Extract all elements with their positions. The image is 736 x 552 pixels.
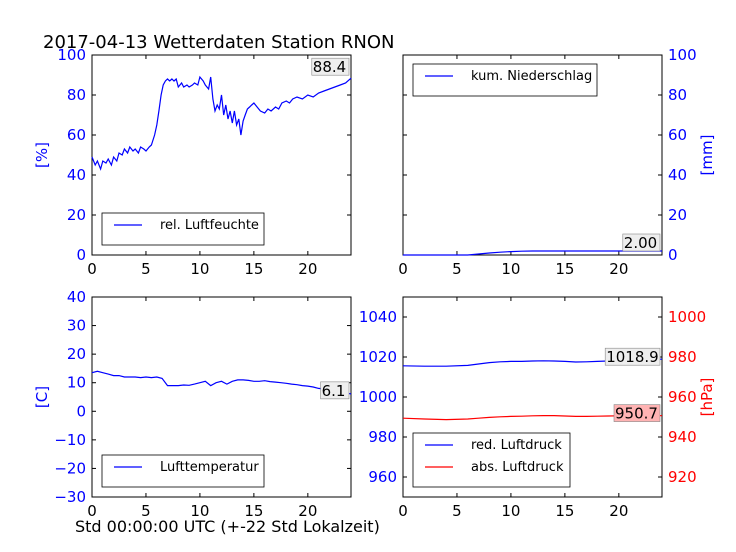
- y-tick-label: 60: [67, 126, 86, 144]
- x-tick-label: 0: [87, 502, 97, 520]
- y-tick-label: 1040: [359, 308, 397, 326]
- figure-title: 2017-04-13 Wetterdaten Station RNON: [43, 32, 394, 53]
- x-tick-label: 20: [609, 502, 628, 520]
- series-line-rel-luftfeuchte: [91, 75, 352, 171]
- y-axis-label: [C]: [33, 386, 51, 408]
- y-tick-label: 20: [668, 206, 687, 224]
- last-value-box: [311, 57, 350, 76]
- legend-entry: abs. Luftdruck: [471, 460, 564, 475]
- x-tick-label: 10: [501, 260, 520, 278]
- y-tick-label: 40: [668, 166, 687, 184]
- y-tick-label: 30: [67, 317, 86, 335]
- legend-entry: red. Luftdruck: [471, 438, 562, 453]
- y-tick-label: 0: [76, 246, 86, 264]
- last-value-label: 950.7: [615, 405, 658, 423]
- y-right-tick-label: 940: [668, 428, 697, 446]
- last-value-box: [613, 404, 661, 422]
- legend-box: [412, 63, 598, 97]
- y-right-tick-label: 1000: [668, 308, 706, 326]
- y-tick-label: −20: [54, 459, 86, 477]
- x-tick-label: 10: [501, 502, 520, 520]
- y-tick-label: 0: [76, 402, 86, 420]
- panel-bottom-left: 0 5 10 15 20 −30 −20 −10 0 10 20 30 40 [C] 6.1 Lufttemp…: [33, 288, 352, 520]
- y-tick-label: 0: [668, 246, 678, 264]
- legend-box: [101, 212, 265, 246]
- series-line-kum-niederschlag: [403, 250, 662, 256]
- x-tick-label: 5: [452, 502, 462, 520]
- x-tick-label: 5: [141, 260, 151, 278]
- y-tick-label: 1000: [359, 388, 397, 406]
- y-tick-label: 980: [368, 428, 397, 446]
- x-tick-label: 5: [141, 502, 151, 520]
- last-value-box: [604, 347, 661, 366]
- y-axis-label: [hPa]: [698, 378, 716, 417]
- y-axis-label: [%]: [33, 142, 51, 168]
- x-tick-label: 15: [244, 260, 263, 278]
- y-tick-label: 80: [67, 86, 86, 104]
- y-tick-label: 100: [57, 46, 86, 64]
- last-value-box: [622, 233, 661, 252]
- x-tick-label: 10: [190, 502, 209, 520]
- panel-top-right: 0 5 10 15 20 0 20 40 60 80 100 [mm] 2.00 kum. Nieders…: [398, 46, 716, 278]
- legend-box: [412, 432, 571, 488]
- y-tick-label: 20: [67, 206, 86, 224]
- y-right-tick-label: 920: [668, 468, 697, 486]
- legend: Lufttemperatur: [101, 454, 265, 488]
- y-tick-label: 60: [668, 126, 687, 144]
- x-tick-label: 15: [555, 502, 574, 520]
- y-tick-label: 1020: [359, 348, 397, 366]
- last-value-label: 1018.9: [606, 348, 659, 366]
- legend-box: [101, 454, 265, 488]
- x-tick-label: 15: [555, 260, 574, 278]
- y-right-tick-label: 960: [668, 388, 697, 406]
- x-tick-label: 5: [452, 260, 462, 278]
- x-tick-label: 0: [87, 260, 97, 278]
- legend-entry: kum. Niederschlag: [471, 69, 592, 84]
- panel-top-left: 0 5 10 15 20 0 20 40 60 80 100 [%] 88.4 rel. Luftfeuc…: [33, 46, 352, 278]
- legend-entry: rel. Luftfeuchte: [160, 218, 259, 233]
- y-tick-label: 10: [67, 374, 86, 392]
- y-tick-label: 20: [67, 345, 86, 363]
- last-value-label: 88.4: [313, 58, 346, 76]
- y-tick-label: −10: [54, 431, 86, 449]
- last-value-box: [320, 381, 350, 400]
- y-tick-label: 100: [668, 46, 697, 64]
- legend: rel. Luftfeuchte: [101, 212, 265, 246]
- legend-entry: Lufttemperatur: [160, 460, 259, 475]
- panel-bottom-right: 0 5 10 15 20 960 980 1000 1020 1040 920 940 960 980 10…: [359, 296, 716, 520]
- y-tick-label: 960: [368, 468, 397, 486]
- legend: kum. Niederschlag: [412, 63, 598, 97]
- last-value-label: 6.1: [322, 382, 346, 400]
- x-tick-label: 0: [398, 502, 408, 520]
- legend: red. Luftdruck abs. Luftdruck: [412, 432, 571, 488]
- y-axis-label: [mm]: [698, 135, 716, 176]
- y-tick-label: 40: [67, 288, 86, 306]
- x-axis-label: Std 00:00:00 UTC (+-22 Std Lokalzeit): [75, 517, 380, 536]
- x-tick-label: 20: [609, 260, 628, 278]
- y-tick-label: 40: [67, 166, 86, 184]
- x-tick-label: 20: [298, 260, 317, 278]
- x-tick-label: 0: [398, 260, 408, 278]
- x-tick-label: 10: [190, 260, 209, 278]
- x-tick-label: 15: [244, 502, 263, 520]
- y-tick-label: 80: [668, 86, 687, 104]
- y-right-tick-label: 980: [668, 348, 697, 366]
- x-tick-label: 20: [298, 502, 317, 520]
- last-value-label: 2.00: [624, 234, 657, 252]
- y-tick-label: −30: [54, 488, 86, 506]
- series-line-lufttemperatur: [91, 370, 352, 395]
